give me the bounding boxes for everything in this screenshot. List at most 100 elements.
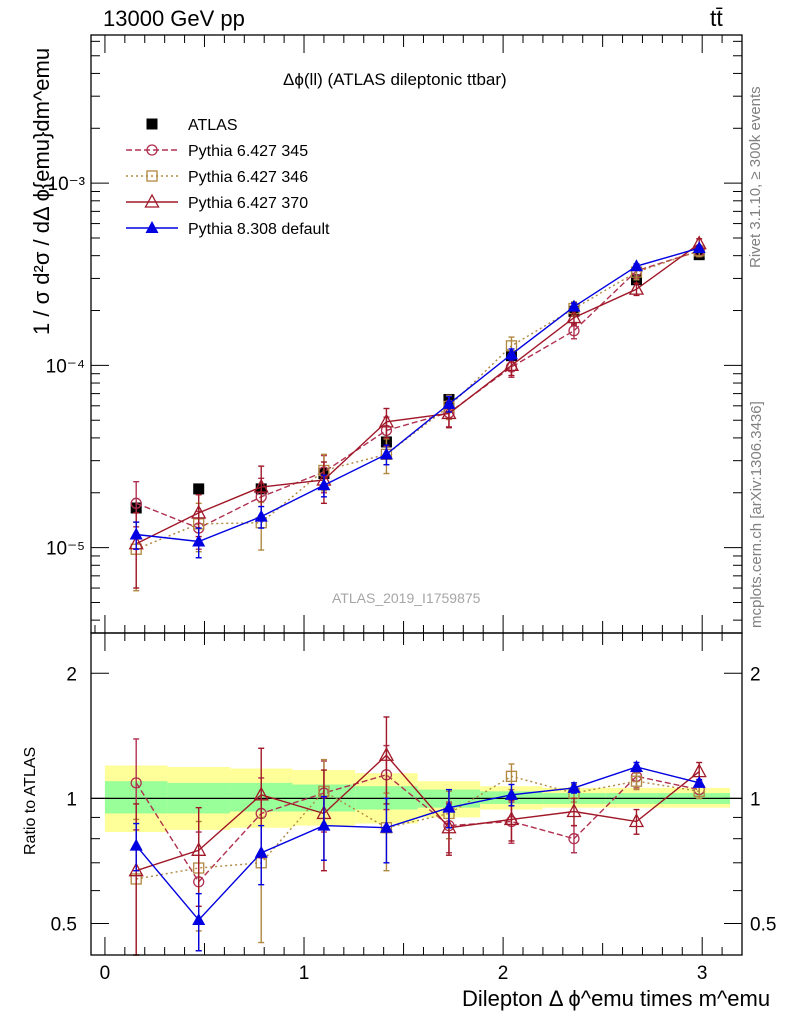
legend-entry: Pythia 6.427 370 bbox=[126, 193, 308, 212]
data-point bbox=[191, 504, 207, 519]
legend-entry: Pythia 8.308 default bbox=[126, 221, 330, 238]
data-point bbox=[442, 396, 456, 409]
x-tick-label: 0 bbox=[100, 963, 111, 984]
series-line bbox=[135, 774, 700, 883]
data-point bbox=[146, 144, 158, 156]
ratio-panel-frame bbox=[90, 632, 743, 956]
ratio-y-tick-label-right: 1 bbox=[750, 789, 761, 810]
data-point bbox=[130, 777, 142, 789]
data-point bbox=[441, 405, 457, 420]
data-point bbox=[442, 800, 456, 813]
data-point bbox=[145, 221, 159, 233]
y-axis-label: 1 / σ d²σ / dΔ ϕ{emu}dm^emu bbox=[29, 47, 54, 335]
legend-entry: Pythia 6.427 345 bbox=[126, 143, 308, 160]
upper-panel-series bbox=[128, 235, 707, 592]
data-point bbox=[130, 497, 142, 509]
data-point bbox=[144, 193, 160, 208]
data-point bbox=[567, 780, 581, 793]
data-point bbox=[146, 170, 158, 182]
ratio-y-axis-label: Ratio to ATLAS bbox=[22, 746, 39, 855]
data-point bbox=[567, 299, 581, 312]
data-point bbox=[129, 527, 143, 540]
data-point bbox=[254, 509, 268, 522]
data-point bbox=[628, 280, 645, 295]
rivet-version-label: Rivet 3.1.10, ≥ 300k events bbox=[747, 86, 764, 268]
ratio-y-tick-label: 2 bbox=[66, 664, 77, 685]
legend-label: Pythia 6.427 346 bbox=[188, 169, 308, 186]
data-point bbox=[146, 118, 158, 130]
legend-entry: ATLAS bbox=[146, 117, 238, 134]
data-point bbox=[191, 841, 207, 856]
chart-title: Δϕ(ll) (ATLAS dileptonic ttbar) bbox=[283, 70, 507, 89]
header-process-label: 13000 GeV pp bbox=[103, 6, 245, 31]
y-tick-label: 10⁻⁵ bbox=[46, 539, 85, 560]
axis-ticks bbox=[91, 35, 742, 955]
ratio-panel-series bbox=[128, 716, 707, 956]
data-point bbox=[379, 820, 393, 833]
data-point bbox=[566, 309, 582, 324]
x-axis-label: Dilepton Δ ϕ^emu times m^emu bbox=[462, 986, 771, 1011]
data-point bbox=[692, 241, 706, 254]
data-point bbox=[193, 483, 205, 495]
data-point bbox=[630, 775, 643, 787]
analysis-watermark: ATLAS_2019_I1759875 bbox=[332, 590, 481, 606]
legend: ATLAS Pythia 6.427 345 Pythia 6.427 346 Pyt… bbox=[126, 117, 330, 238]
data-point bbox=[253, 786, 269, 801]
legend-label: ATLAS bbox=[188, 117, 238, 134]
data-point bbox=[128, 862, 144, 877]
series-pythia-8-308-default bbox=[129, 760, 706, 952]
data-point bbox=[629, 259, 643, 272]
series-line bbox=[135, 754, 700, 872]
data-point bbox=[441, 819, 457, 834]
data-point bbox=[253, 478, 269, 493]
data-point bbox=[505, 770, 518, 782]
panel-frames bbox=[90, 34, 743, 956]
data-point bbox=[628, 813, 645, 828]
series-pythia-6-427-370 bbox=[128, 716, 707, 956]
series-line bbox=[135, 766, 700, 922]
series-atlas bbox=[130, 249, 705, 514]
series-line bbox=[136, 247, 700, 543]
data-point bbox=[568, 325, 580, 337]
data-point bbox=[692, 775, 706, 788]
mcplots-reference-label: mcplots.cern.ch [arXiv:1306.3436] bbox=[748, 401, 765, 628]
data-point bbox=[254, 845, 268, 858]
data-point bbox=[192, 534, 206, 547]
series-pythia-6-427-345 bbox=[130, 244, 705, 550]
data-point bbox=[503, 357, 520, 372]
series-pythia-8-308-default bbox=[129, 241, 706, 559]
data-point bbox=[568, 833, 580, 845]
series-pythia-6-427-370 bbox=[128, 235, 707, 589]
series-line bbox=[135, 243, 700, 545]
ratio-y-tick-label: 0.5 bbox=[51, 915, 77, 936]
axis-tick-labels: 10⁻⁵ 10⁻⁴ 10⁻³ 0.5 0.5 1 1 2 2 0 1 2 3 bbox=[46, 174, 777, 984]
data-point bbox=[503, 811, 520, 826]
data-point bbox=[317, 818, 331, 831]
legend-label: Pythia 6.427 345 bbox=[188, 143, 308, 160]
data-point bbox=[192, 912, 206, 925]
x-tick-label: 1 bbox=[299, 963, 310, 984]
header-final-state-label: tt̄ bbox=[710, 5, 723, 31]
series-line bbox=[135, 250, 700, 550]
legend-label: Pythia 6.427 370 bbox=[188, 195, 308, 212]
data-point bbox=[504, 347, 518, 360]
data-point bbox=[378, 746, 395, 761]
data-point bbox=[378, 413, 395, 428]
ratio-y-tick-label-right: 2 bbox=[750, 664, 761, 685]
series-line bbox=[135, 250, 700, 529]
data-point bbox=[379, 447, 393, 460]
ratio-y-tick-label: 1 bbox=[66, 789, 77, 810]
x-tick-label: 2 bbox=[498, 963, 509, 984]
legend-label: Pythia 8.308 default bbox=[188, 221, 330, 238]
data-point bbox=[629, 760, 643, 773]
ratio-y-tick-label-right: 0.5 bbox=[750, 915, 776, 936]
data-point bbox=[129, 838, 143, 851]
y-tick-label: 10⁻⁴ bbox=[46, 356, 85, 377]
y-tick-label: 10⁻³ bbox=[48, 174, 86, 195]
legend-entry: Pythia 6.427 346 bbox=[126, 169, 308, 186]
data-point bbox=[504, 787, 518, 800]
series-line bbox=[136, 775, 700, 880]
data-point bbox=[317, 478, 331, 491]
x-tick-label: 3 bbox=[697, 963, 708, 984]
